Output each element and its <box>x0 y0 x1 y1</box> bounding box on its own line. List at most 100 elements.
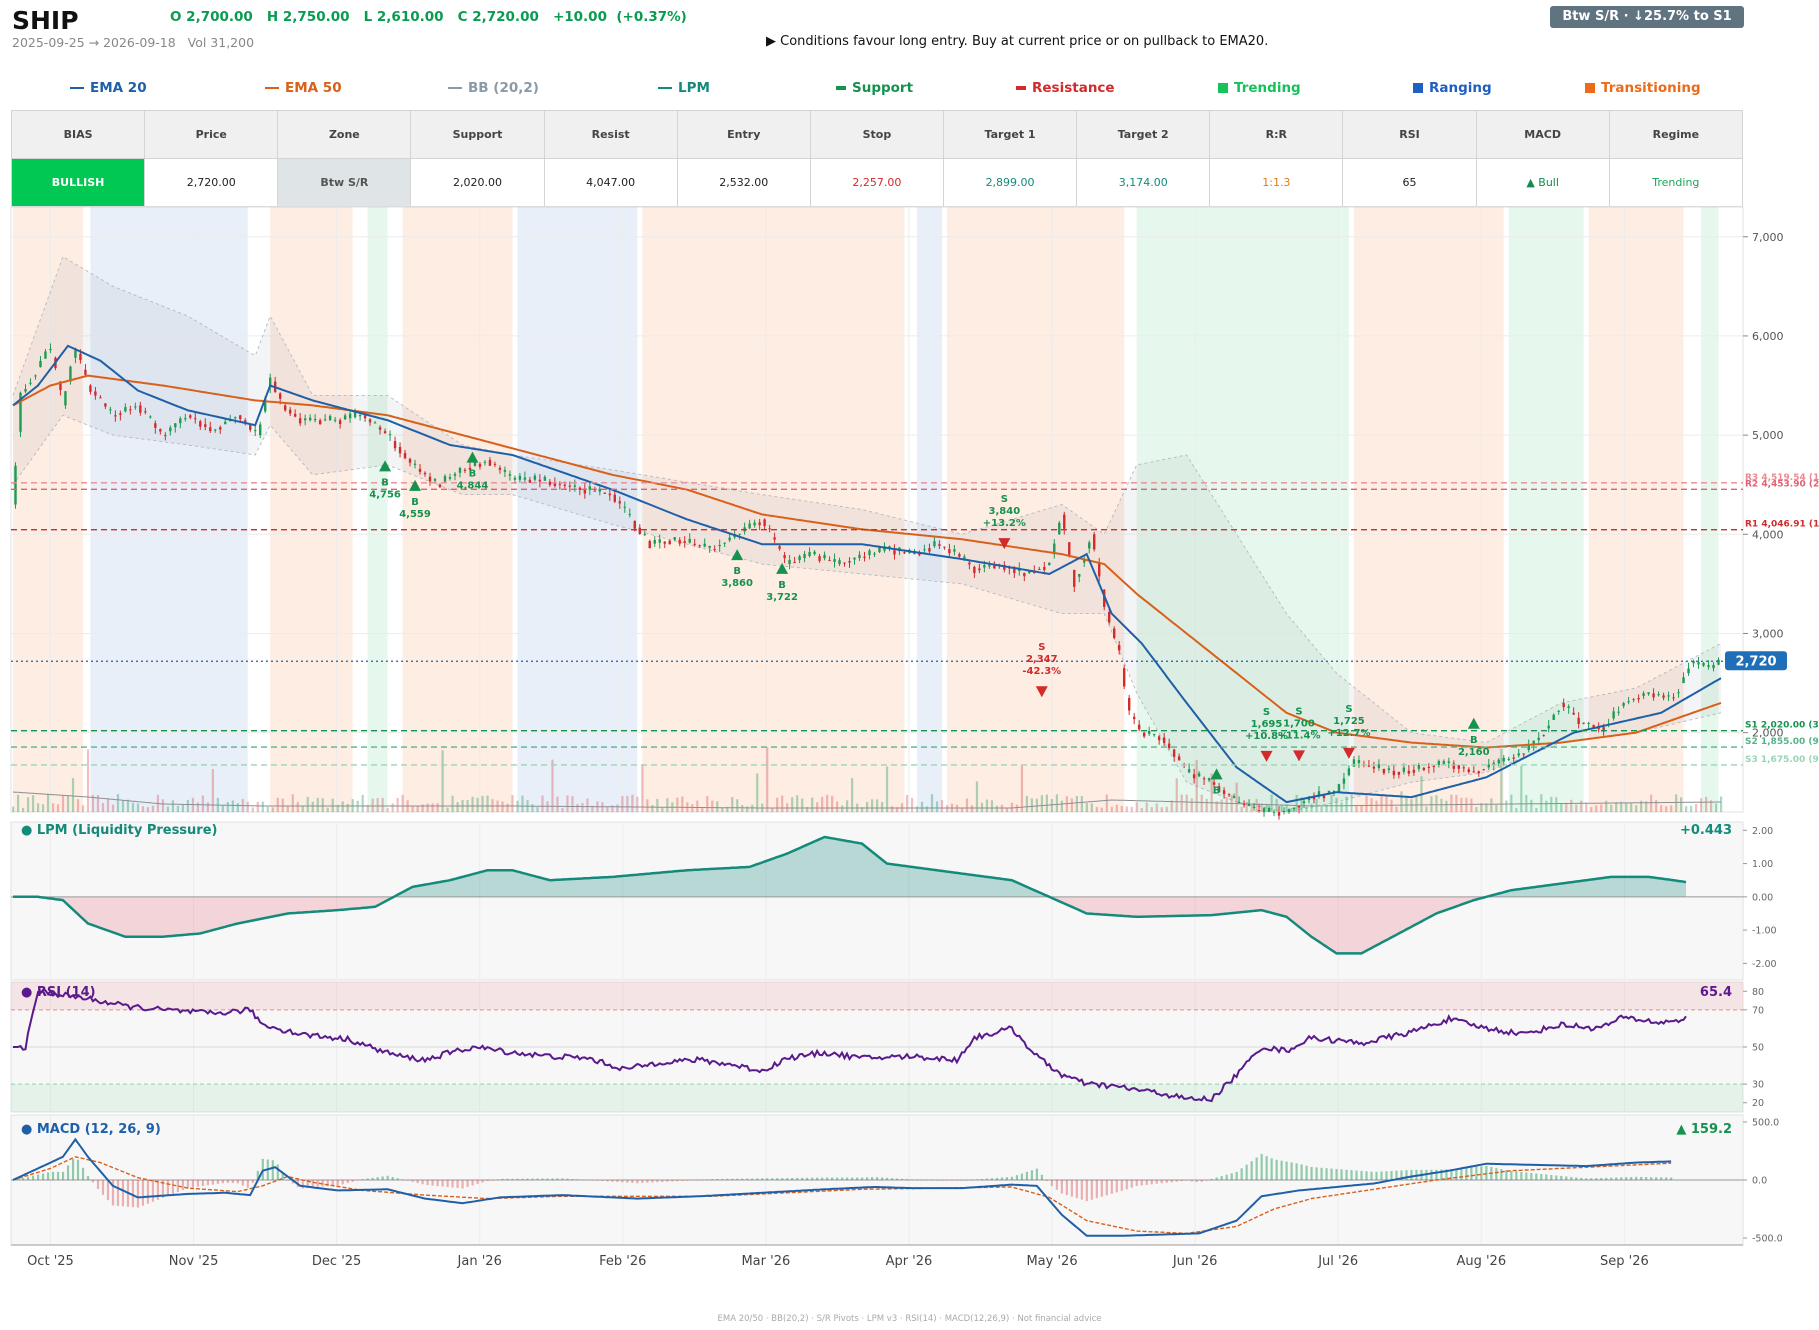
volume-bar <box>126 799 130 812</box>
macd-histogram-bar <box>870 1177 874 1180</box>
candle-body <box>1217 786 1221 793</box>
column-header: Target 1 <box>942 110 1078 159</box>
macd-histogram-bar <box>91 1180 95 1183</box>
candle-body <box>988 564 991 567</box>
macd-histogram-bar <box>151 1180 155 1202</box>
macd-histogram-bar <box>1305 1165 1308 1180</box>
candle-body <box>533 475 537 480</box>
macd-histogram-bar <box>1350 1170 1353 1180</box>
volume-bar <box>995 805 999 812</box>
signal-marker-label: B <box>778 580 786 591</box>
macd-histogram-bar <box>1160 1180 1163 1184</box>
volume-bar <box>851 778 854 812</box>
candle-body <box>593 490 597 492</box>
macd-histogram-bar <box>341 1180 344 1185</box>
y-tick-label: 3,000 <box>1752 627 1784 640</box>
candle-body <box>1602 727 1605 732</box>
legend-item-lpm[interactable]: LPM <box>658 80 710 96</box>
candle-body <box>1582 722 1585 724</box>
candle-body <box>1048 562 1051 566</box>
candle-body <box>613 494 616 502</box>
legend-item-bb-20-2[interactable]: BB (20,2) <box>448 80 539 96</box>
volume-bar <box>1505 800 1508 812</box>
volume-bar <box>920 801 924 812</box>
volume-bar <box>1290 807 1293 812</box>
legend-item-resistance[interactable]: Resistance <box>1016 80 1115 96</box>
macd-histogram-bar <box>646 1180 649 1183</box>
candle-body <box>79 353 82 361</box>
volume-bar <box>1375 800 1378 812</box>
volume-bar <box>980 802 984 812</box>
price-panel <box>10 206 1744 813</box>
macd-histogram-bar <box>1170 1180 1173 1183</box>
candle-body <box>1232 796 1236 799</box>
candle-body <box>268 377 272 388</box>
macd-histogram-bar <box>1110 1180 1113 1194</box>
candle-body <box>1307 798 1311 801</box>
volume-bar <box>146 807 150 812</box>
macd-histogram-bar <box>980 1179 984 1180</box>
legend-item-ema-20[interactable]: EMA 20 <box>70 80 147 96</box>
legend-item-ema-50[interactable]: EMA 50 <box>265 80 342 96</box>
macd-histogram-bar <box>331 1180 334 1186</box>
legend-item-transitioning[interactable]: Transitioning <box>1585 80 1701 96</box>
candle-body <box>718 544 721 547</box>
volume-bar <box>781 795 784 812</box>
legend-item-trending[interactable]: Trending <box>1218 80 1301 96</box>
resistance-level-label: R3 4,519.54 (15x) <box>1745 473 1819 483</box>
candle-body <box>1262 808 1266 812</box>
x-tick-label: Oct '25 <box>27 1254 74 1269</box>
candle-body <box>643 534 646 536</box>
candle-body <box>828 560 831 562</box>
legend-item-support[interactable]: Support <box>836 80 913 96</box>
macd-histogram-bar <box>336 1180 339 1186</box>
volume-bar <box>731 797 734 812</box>
macd-histogram-bar <box>1560 1175 1563 1180</box>
volume-bar <box>36 803 40 812</box>
sell-marker <box>998 538 1011 550</box>
footer-note: EMA 20/50 · BB(20,2) · S/R Pivots · LPM … <box>717 1314 1102 1324</box>
volume-bar <box>381 797 384 812</box>
candle-body <box>1687 668 1690 674</box>
candle-body <box>858 554 861 559</box>
volume-bar <box>930 794 934 812</box>
macd-histogram-bar <box>291 1180 294 1184</box>
signal-marker-label: 3,860 <box>721 578 753 589</box>
volume-bar <box>691 804 694 812</box>
volume-bar <box>606 806 609 812</box>
candle-body <box>224 421 227 425</box>
candle-body <box>758 522 761 526</box>
price-chart[interactable]: Oct '25 Nov '25 Dec '25 Jan '26 Feb '26 Mar '… <box>0 0 1819 1300</box>
candle-body <box>353 412 357 418</box>
macd-histogram-bar <box>26 1176 30 1180</box>
macd-histogram-bar <box>556 1178 559 1180</box>
candle-body <box>523 477 527 480</box>
macd-histogram-bar <box>1630 1176 1633 1180</box>
macd-histogram-bar <box>566 1178 569 1180</box>
volume-bar <box>925 806 929 812</box>
volume-bar <box>1210 773 1213 812</box>
candle-body <box>214 429 217 431</box>
table-cell: 2,720.00 <box>144 158 279 207</box>
candle-body <box>863 556 866 558</box>
macd-histogram-bar <box>516 1178 519 1180</box>
macd-histogram-bar <box>1000 1177 1004 1180</box>
macd-histogram-bar <box>756 1178 759 1180</box>
macd-histogram-bar <box>1515 1171 1518 1180</box>
candle-body <box>803 553 806 559</box>
volume-bar <box>1045 794 1048 812</box>
candle-body <box>578 487 582 490</box>
candle-body <box>1397 771 1401 775</box>
candle-body <box>1013 569 1016 573</box>
table-cell: ▲ Bull <box>1475 158 1610 207</box>
candle-body <box>313 419 317 421</box>
y-tick-label: 70 <box>1752 1005 1764 1016</box>
candle-body <box>553 482 557 486</box>
volume-bar <box>1720 796 1723 812</box>
macd-histogram-bar <box>501 1178 504 1180</box>
volume-bar <box>436 803 439 812</box>
macd-histogram-bar <box>471 1180 474 1186</box>
legend-item-ranging[interactable]: Ranging <box>1413 80 1492 96</box>
macd-histogram-bar <box>96 1180 100 1189</box>
signal-marker-label: +11.4% <box>1277 730 1320 741</box>
